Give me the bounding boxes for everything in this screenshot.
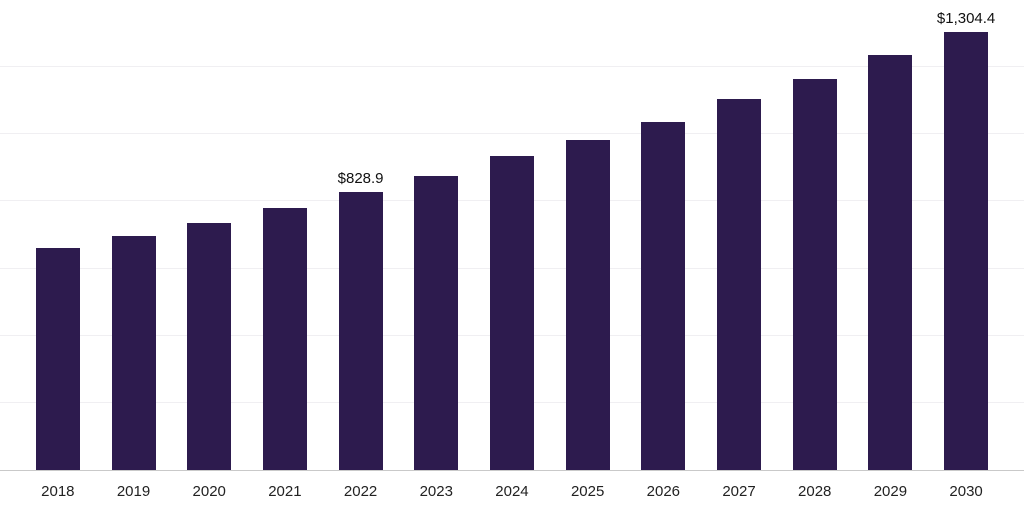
- bar-slot-2021: [247, 0, 323, 470]
- x-axis-label-2023: 2023: [419, 482, 453, 500]
- bar-2021: [262, 207, 307, 470]
- bar-2020: [187, 222, 232, 470]
- bar-2027: [717, 99, 762, 470]
- plot-area: $828.9 $1,304.4: [0, 0, 1024, 471]
- bar-2019: [111, 235, 156, 470]
- bar-slot-2029: [853, 0, 929, 470]
- bar-slot-2028: [777, 0, 853, 470]
- bar-slot-2026: [626, 0, 702, 470]
- bar-value-label-2022: $828.9: [337, 169, 384, 187]
- bar-2029: [868, 55, 913, 470]
- x-axis-label-2021: 2021: [268, 482, 302, 500]
- x-axis-label-2030: 2030: [949, 482, 983, 500]
- bar-slot-2030: $1,304.4: [928, 0, 1004, 470]
- bar-2022: [338, 191, 383, 470]
- bar-2018: [35, 247, 80, 470]
- bar-2025: [565, 139, 610, 470]
- x-axis-label-2022: 2022: [343, 482, 378, 500]
- bar-slot-2022: $828.9: [323, 0, 399, 470]
- x-axis-label-2027: 2027: [722, 482, 756, 500]
- bar-2026: [641, 121, 686, 470]
- bar-2028: [792, 78, 837, 470]
- bar-slot-2020: [171, 0, 247, 470]
- x-axis-labels: 2018 2019 2020 2021 2022 2023 2024 2025 2026 2027…: [0, 471, 1024, 511]
- bar-2023: [414, 175, 459, 470]
- bar-slot-2027: [701, 0, 777, 470]
- x-axis-label-2028: 2028: [798, 482, 832, 500]
- bar-slot-2018: [20, 0, 96, 470]
- x-axis-label-2018: 2018: [41, 482, 75, 500]
- x-axis-label-2020: 2020: [192, 482, 226, 500]
- bar-slot-2019: [96, 0, 172, 470]
- x-axis-label-2019: 2019: [116, 482, 151, 500]
- x-axis-label-2029: 2029: [873, 482, 908, 500]
- bar-2024: [489, 156, 534, 470]
- bar-slot-2024: [474, 0, 550, 470]
- bars: $828.9 $1,304.4: [20, 0, 1004, 470]
- x-axis-label-2026: 2026: [646, 482, 681, 500]
- bar-2030: [944, 32, 989, 470]
- x-axis-label-2024: 2024: [495, 482, 529, 500]
- x-axis-label-2025: 2025: [570, 482, 605, 500]
- bar-slot-2025: [550, 0, 626, 470]
- bar-value-label-2030: $1,304.4: [936, 10, 996, 28]
- bar-slot-2023: [398, 0, 474, 470]
